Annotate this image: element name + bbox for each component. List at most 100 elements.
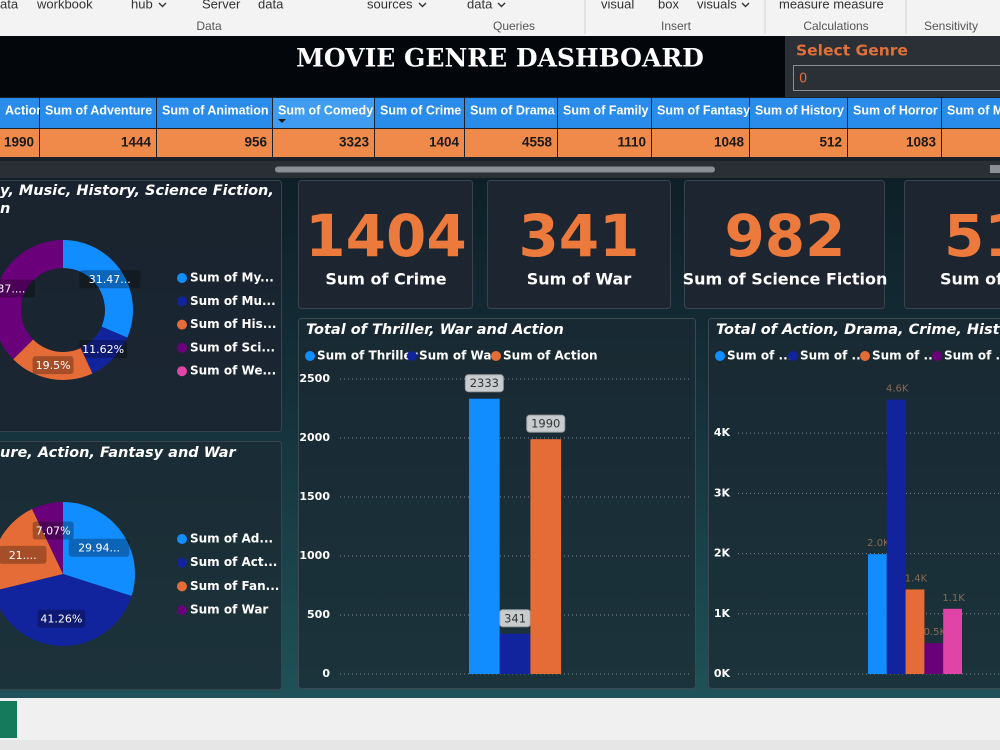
data-label-box	[68, 538, 130, 557]
legend-label: Sum of ...	[872, 349, 937, 363]
slicer-input[interactable]	[793, 65, 1000, 91]
column-header[interactable]: Sum of Family	[563, 103, 648, 117]
data-label: 1.4K	[905, 573, 928, 584]
table-value-cell	[40, 129, 156, 157]
legend-swatch	[177, 366, 187, 377]
legend-label: Sum of ...	[944, 349, 1000, 363]
ribbon-group-label: Data	[196, 19, 222, 33]
data-label: 341	[504, 611, 526, 625]
legend-swatch	[407, 351, 417, 361]
bar	[924, 643, 944, 674]
legend-label: Sum of His...	[190, 317, 276, 331]
ribbon-button[interactable]: visual	[601, 0, 634, 11]
legend-swatch	[177, 273, 187, 283]
column-header[interactable]: Sum of Animation	[162, 103, 268, 117]
table-header-cell	[465, 98, 557, 128]
ribbon-button[interactable]: hub	[131, 0, 153, 11]
chevron	[418, 2, 427, 8]
y-tick-label: 1K	[714, 607, 731, 620]
ribbon	[0, 0, 1000, 36]
legend-label: Sum of War	[190, 603, 268, 617]
card-panel	[298, 180, 473, 309]
data-label-box	[37, 609, 86, 628]
column-header[interactable]: Sum of History	[755, 103, 844, 117]
card-panel	[904, 180, 1000, 309]
data-label: 37....	[0, 282, 25, 295]
y-tick-label: 4K	[714, 426, 731, 439]
legend-label: Sum of Fan...	[190, 579, 279, 593]
legend-swatch	[177, 342, 187, 353]
slice	[63, 240, 133, 338]
table-value: 1444	[121, 135, 152, 150]
table-value-cell	[465, 129, 557, 157]
legend-label: Sum of Sci...	[190, 340, 275, 354]
ribbon-group-label: Calculations	[803, 19, 868, 33]
legend-swatch	[177, 605, 187, 616]
slice	[0, 240, 63, 360]
table-header-cell	[157, 98, 272, 128]
data-label: 41.26%	[40, 613, 82, 626]
panel	[708, 318, 1000, 689]
column-header[interactable]: Sum of Adventure	[45, 103, 152, 117]
column-header[interactable]: Sum of Horror	[853, 103, 938, 117]
ribbon-button[interactable]: data	[467, 0, 493, 11]
data-label-box	[79, 340, 127, 359]
ribbon-button[interactable]: box	[658, 0, 679, 11]
scrollbar-thumb[interactable]	[275, 166, 715, 173]
y-tick-label: 0	[322, 667, 330, 680]
bar	[499, 633, 531, 674]
table-value-cell	[273, 129, 374, 157]
bar	[943, 608, 962, 674]
data-label-box	[0, 279, 36, 298]
legend-label: Sum of ...	[800, 349, 865, 363]
slicer-value[interactable]: 0	[799, 72, 807, 87]
ribbon-button[interactable]: sources	[367, 0, 413, 11]
chevron	[741, 2, 750, 8]
slice	[13, 339, 93, 381]
data-label-box	[32, 521, 74, 540]
legend-swatch	[177, 319, 187, 330]
card-value: 341	[518, 202, 639, 270]
table-value-cell	[157, 129, 272, 157]
scrollbar-arrow[interactable]	[990, 165, 1000, 173]
data-label: 1.1K	[942, 593, 965, 604]
bar	[530, 439, 562, 674]
column-header[interactable]: Sum of M	[947, 103, 1000, 117]
chevron	[158, 2, 167, 8]
ribbon-button[interactable]: Server	[202, 0, 241, 11]
slice	[0, 574, 132, 646]
column-header[interactable]: Sum of Fantasy	[657, 103, 750, 117]
dashboard-title: MOVIE GENRE DASHBOARD	[296, 44, 704, 73]
table-value-cell	[848, 129, 941, 157]
ribbon-button[interactable]: measure measure	[779, 0, 884, 11]
legend-label: Sum of Thriller	[317, 349, 418, 363]
page-tab[interactable]	[0, 701, 17, 738]
slice	[63, 502, 136, 596]
ribbon-button[interactable]: data	[258, 0, 284, 11]
table-value-cell	[0, 129, 39, 157]
legend-label: Sum of Mu...	[190, 294, 276, 308]
chart-title: y, Music, History, Science Fiction,	[0, 183, 274, 199]
bar	[905, 589, 925, 674]
data-label-box	[464, 374, 504, 393]
column-header[interactable]: Sum of Drama	[470, 103, 556, 117]
column-header[interactable]: Sum of Comedy	[278, 103, 373, 117]
column-header[interactable]: Action	[5, 103, 44, 117]
card-value: 982	[724, 202, 845, 270]
ribbon-button[interactable]: ata	[0, 0, 19, 11]
chart-title: ure, Action, Fantasy and War	[0, 445, 237, 461]
ribbon-button[interactable]: workbook	[36, 0, 93, 11]
column-header[interactable]: Sum of Crime	[380, 103, 461, 117]
table-value-cell	[942, 129, 1000, 157]
table-value-cell	[652, 129, 749, 157]
table-header-cell	[40, 98, 156, 128]
chart-title: n	[0, 201, 10, 217]
card-panel	[487, 180, 671, 309]
ribbon-button[interactable]: visuals	[697, 0, 737, 11]
data-label: 2.0K	[867, 538, 890, 549]
table-value: 1083	[906, 135, 937, 150]
table-value: 1110	[617, 135, 646, 150]
data-label-box	[499, 609, 531, 628]
bar	[868, 554, 887, 674]
